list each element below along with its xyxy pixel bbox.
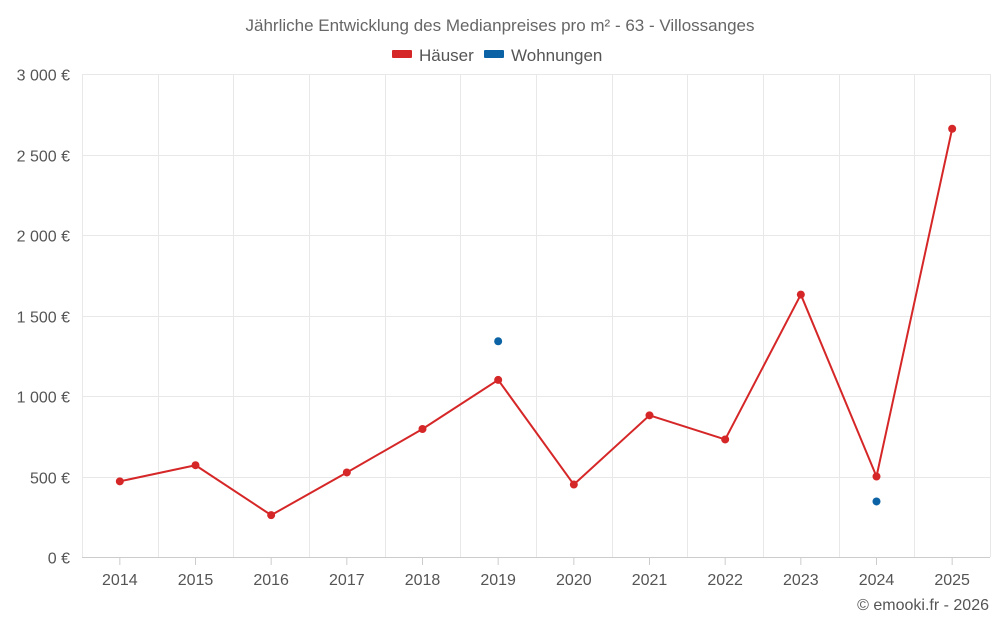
data-point-haeuser [267, 511, 276, 520]
data-point-haeuser [418, 425, 427, 434]
data-point-haeuser [494, 375, 503, 384]
legend-label-haeuser: Häuser [419, 46, 474, 65]
legend-item-wohnungen[interactable]: Wohnungen [484, 46, 602, 65]
x-tick-label: 2018 [405, 572, 441, 589]
data-point-haeuser [191, 461, 200, 470]
y-axis-ticks: 0 € 500 € 1 000 € 1 500 € 2 000 € 2 500 € 3 00… [17, 68, 70, 568]
data-point-wohnungen [494, 337, 503, 346]
x-tick-label: 2021 [632, 572, 668, 589]
data-point-haeuser [721, 435, 730, 444]
y-tick-label: 0 € [48, 551, 70, 568]
series-layer [115, 124, 957, 520]
x-tick-label: 2017 [329, 572, 365, 589]
legend-item-haeuser[interactable]: Häuser [392, 46, 474, 65]
y-tick-label: 2 000 € [17, 229, 70, 246]
x-tick-label: 2014 [102, 572, 138, 589]
data-point-haeuser [115, 477, 124, 486]
x-tick-label: 2019 [480, 572, 516, 589]
x-tick-label: 2023 [783, 572, 819, 589]
series-line-haeuser [119, 128, 954, 517]
data-point-haeuser [342, 468, 351, 477]
y-tick-label: 3 000 € [17, 68, 70, 85]
credit-text: © emooki.fr - 2026 [857, 597, 989, 614]
x-tick-label: 2022 [707, 572, 743, 589]
data-point-haeuser [796, 290, 805, 299]
y-tick-label: 500 € [30, 471, 70, 488]
y-tick-label: 2 500 € [17, 149, 70, 166]
y-tick-label: 1 000 € [17, 390, 70, 407]
chart-title: Jährliche Entwicklung des Medianpreises … [246, 16, 755, 35]
legend[interactable]: Häuser Wohnungen [392, 46, 602, 65]
x-tick-label: 2025 [934, 572, 970, 589]
grid-lines [82, 74, 991, 557]
x-tick-label: 2016 [253, 572, 289, 589]
legend-swatch-haeuser [392, 50, 412, 58]
x-axis-ticks: 2014 2015 2016 2017 2018 2019 2020 2021 2022 2023… [102, 557, 970, 589]
data-point-haeuser [948, 124, 957, 133]
legend-label-wohnungen: Wohnungen [511, 46, 602, 65]
data-point-haeuser [872, 472, 881, 481]
x-tick-label: 2015 [178, 572, 214, 589]
x-tick-label: 2020 [556, 572, 592, 589]
data-point-wohnungen [872, 497, 881, 506]
x-tick-label: 2024 [859, 572, 895, 589]
y-tick-label: 1 500 € [17, 310, 70, 327]
data-point-haeuser [645, 411, 654, 420]
data-point-haeuser [569, 480, 578, 489]
legend-swatch-wohnungen [484, 50, 504, 58]
